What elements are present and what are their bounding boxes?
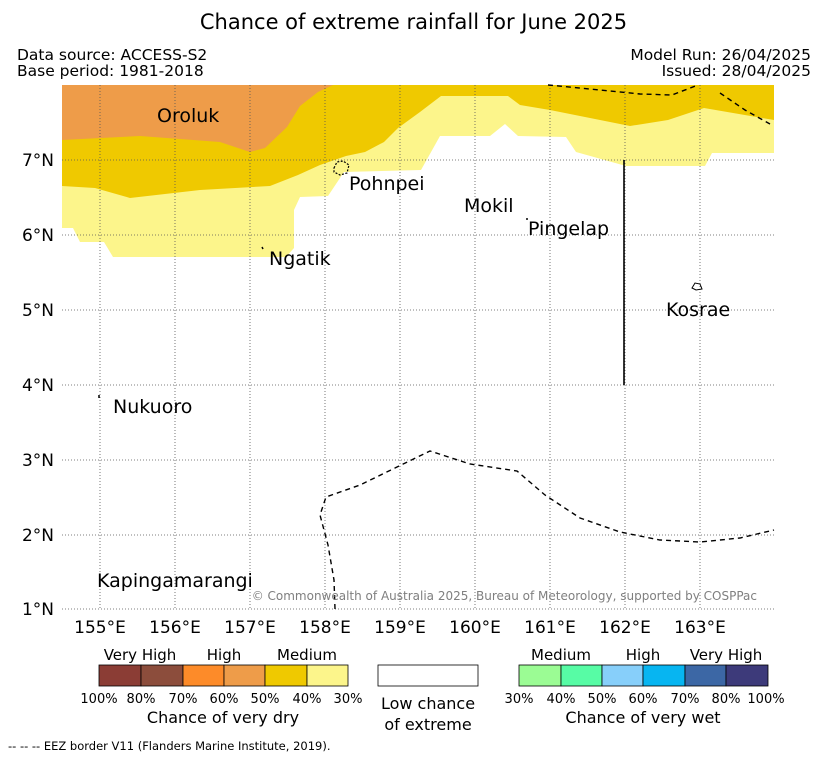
legend-neutral-swatch [377,664,479,687]
legend-dry-pct: 60% [210,692,239,707]
label-pohnpei: Pohnpei [349,173,425,195]
legend-wet-swatch-6 [725,664,769,687]
legend-wet-high: High [626,646,660,664]
legend-dry-swatch-2 [140,664,184,687]
data-source: Data source: ACCESS-S2 [17,46,208,64]
legend-dry-title: Chance of very dry [147,708,299,727]
legend-neutral-line1: Low chance [381,694,475,713]
lon-tick: 159°E [374,618,426,638]
legend-dry-swatch-6 [306,664,349,687]
legend-wet-pct: 50% [588,692,617,707]
lon-tick: 158°E [299,618,351,638]
legend-dry-swatch-3 [182,664,225,687]
legend-dry-pct: 30% [334,692,363,707]
legend-wet-title: Chance of very wet [565,708,720,727]
label-oroluk: Oroluk [157,105,219,127]
lat-tick: 2°N [22,526,54,546]
label-ngatik: Ngatik [269,248,331,270]
pohnpei-island [333,160,350,176]
legend-dry-pct: 70% [169,692,198,707]
legend-dry-swatch-1 [98,664,142,687]
legend-dry-pct: 80% [127,692,156,707]
map-title: Chance of extreme rainfall for June 2025 [199,10,628,34]
gridlines [62,85,774,610]
base-period: Base period: 1981-2018 [17,62,204,80]
legend-wet-swatch-3 [601,664,644,687]
map-plot [62,85,774,257]
legend-wet-pct: 80% [712,692,741,707]
legend-wet-pct: 60% [629,692,658,707]
legend-dry-high: High [207,646,241,664]
lon-tick: 155°E [74,618,126,638]
lat-tick: 5°N [22,301,54,321]
legend-wet-swatch-4 [642,664,686,687]
legend-dry-pct: 100% [80,692,117,707]
lon-tick: 156°E [149,618,201,638]
lat-tick: 6°N [22,226,54,246]
legend-neutral-line2: of extreme [384,715,471,734]
lat-tick: 4°N [22,376,54,396]
issued-date: Issued: 28/04/2025 [661,62,811,80]
lon-tick: 160°E [449,618,501,638]
eez-borders [319,84,775,610]
lon-tick: 162°E [599,618,651,638]
legend-wet-pct: 40% [547,692,576,707]
legend-wet-swatch-5 [684,664,727,687]
label-mokil: Mokil [464,195,514,217]
lat-tick: 1°N [22,600,54,620]
lon-tick: 161°E [524,618,576,638]
label-nukuoro: Nukuoro [113,396,192,418]
label-pingelap: Pingelap [528,218,609,240]
ngatik-atoll [261,246,264,250]
legend-dry-pct: 40% [293,692,322,707]
lon-tick: 163°E [674,618,726,638]
copyright-notice: © Commonwealth of Australia 2025, Bureau… [252,589,757,603]
legend-dry-medium: Medium [277,646,337,664]
label-kosrae: Kosrae [666,299,730,321]
legend-wet-pct: 100% [747,692,784,707]
legend-wet-swatch-2 [560,664,603,687]
lat-tick: 7°N [22,151,54,171]
legend-dry-very-high: Very High [104,646,177,664]
model-run: Model Run: 26/04/2025 [630,46,811,64]
meta-left: Data source: ACCESS-S2 Base period: 1981… [17,47,207,79]
label-kapingamarangi: Kapingamarangi [97,570,253,592]
eez-footnote: -- -- -- EEZ border V11 (Flanders Marine… [8,739,331,753]
legend-dry-swatch-4 [223,664,266,687]
lon-tick: 157°E [224,618,276,638]
legend-dry-pct: 50% [251,692,280,707]
meta-right: Model Run: 26/04/2025 Issued: 28/04/2025 [630,47,811,79]
legend-wet-pct: 70% [671,692,700,707]
dry-high-zone [62,85,333,152]
legend-wet-pct: 30% [505,692,534,707]
legend-dry: Very High High Medium 100% 80% 70% 60% 5… [80,646,362,727]
legend-wet-very-high: Very High [690,646,763,664]
lat-tick-labels: 7°N 6°N 5°N 4°N 3°N 2°N 1°N [22,151,54,620]
legend-dry-swatch-5 [264,664,308,687]
map-svg: Oroluk Pohnpei Mokil Pingelap Ngatik Kos… [22,84,785,734]
legend-neutral: Low chance of extreme [377,664,479,734]
legend-wet-swatch-1 [518,664,562,687]
lat-tick: 3°N [22,451,54,471]
lon-tick-labels: 155°E 156°E 157°E 158°E 159°E 160°E 161°… [74,618,726,638]
kosrae-island [691,282,703,291]
legend-wet: Medium High Very High 30% 40% 50% 60% 70… [505,646,785,727]
legend-wet-medium: Medium [531,646,591,664]
